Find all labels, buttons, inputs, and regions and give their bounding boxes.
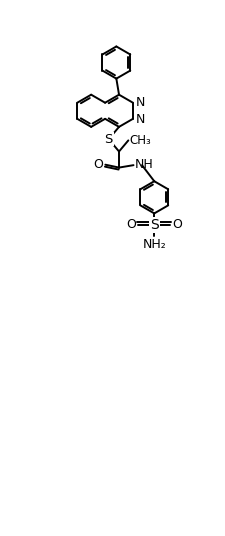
Text: NH₂: NH₂ [142,237,165,251]
Text: N: N [135,113,145,126]
Text: NH: NH [134,158,153,171]
Text: S: S [104,133,112,146]
Text: O: O [93,158,103,171]
Text: O: O [126,218,136,231]
Text: N: N [135,96,145,109]
Text: CH₃: CH₃ [129,134,151,147]
Text: O: O [171,218,181,231]
Text: S: S [149,218,158,232]
